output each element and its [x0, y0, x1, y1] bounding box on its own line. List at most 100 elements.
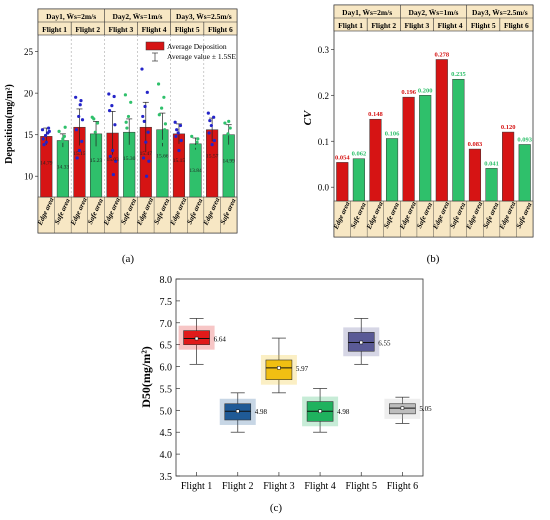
y-tick-label: 7.5	[160, 297, 173, 308]
flight-label: Flight 5	[471, 21, 496, 30]
data-point	[190, 148, 195, 152]
data-point	[224, 137, 228, 141]
data-point	[193, 144, 197, 148]
x-tick-label: Flight 1	[181, 481, 212, 492]
data-point	[174, 134, 178, 138]
panel-c-y-axis: 3.5 4.0 4.5 5.0 5.5 6.0 6.5 7.0 7.5 8.0	[160, 275, 180, 483]
panel-a-deposition-chart: 14.79 14.33 15.15 15.23 15.03 15.30 15.47 15.66…	[4, 8, 238, 234]
value-label: 0.062	[352, 151, 367, 158]
y-tick-label: 20	[24, 89, 34, 99]
data-point	[112, 94, 116, 99]
data-point	[145, 90, 149, 94]
box	[265, 359, 293, 380]
data-point	[44, 140, 48, 144]
data-point	[125, 126, 129, 130]
flight-label: Flight 1	[338, 21, 363, 30]
data-point	[129, 138, 134, 143]
flight-label: Flight 3	[405, 21, 430, 30]
bar	[369, 118, 382, 202]
data-point	[57, 129, 61, 133]
value-label: 0.278	[434, 51, 449, 58]
x-tick-label: Flight 4	[304, 481, 335, 492]
data-point	[195, 140, 199, 144]
value-label: 15.03	[106, 157, 119, 163]
data-point	[229, 139, 233, 143]
panel-a-scatter-points	[40, 67, 233, 178]
panel-b-y-axis-title: CV	[302, 109, 314, 125]
bar	[352, 158, 365, 202]
day-label: Day2, W̄s=1m/s	[113, 12, 163, 21]
data-point	[140, 67, 144, 71]
median-label: 5.05	[419, 405, 432, 413]
data-point	[80, 139, 84, 143]
data-point	[190, 134, 194, 138]
data-point	[144, 140, 148, 144]
y-tick-label: 3.5	[160, 472, 173, 483]
data-point	[92, 117, 96, 121]
y-tick-label: 0.3	[318, 45, 330, 55]
day-label: Day2, W̄s=1m/s	[409, 8, 459, 17]
value-label: 14.33	[57, 165, 70, 171]
legend-avg-deposition-label: Average Deposition	[167, 42, 227, 51]
mean-marker	[277, 366, 281, 370]
data-point	[127, 144, 131, 148]
y-tick-label: 5.0	[160, 406, 173, 417]
data-point	[77, 148, 82, 153]
data-point	[143, 104, 147, 109]
panel-b-y-axis: 0.0 0.1 0.2 0.3	[318, 45, 334, 193]
y-tick-label: 8.0	[160, 275, 173, 286]
panel-c-frame	[175, 278, 424, 477]
value-label: 0.200	[418, 87, 433, 94]
bar	[40, 136, 53, 198]
y-tick-label: 7.0	[160, 319, 173, 330]
data-point	[144, 174, 149, 178]
data-point	[142, 119, 146, 123]
panel-c-boxes: 6.64 4.98 5.97 4.98 6.55 5.05	[178, 317, 432, 433]
day-label: Day3, W̄s=2.5m/s	[472, 8, 528, 17]
data-point	[196, 137, 200, 141]
data-point	[62, 134, 66, 138]
data-point	[111, 172, 115, 177]
data-point	[228, 126, 232, 130]
flight-label: Flight 6	[208, 25, 233, 34]
median-label: 4.98	[255, 408, 268, 416]
x-tick-label: Flight 6	[387, 481, 418, 492]
data-point	[163, 122, 168, 126]
value-label: 0.120	[501, 124, 516, 131]
value-label: 15.23	[90, 158, 103, 164]
mean-marker	[400, 406, 405, 410]
data-point	[74, 95, 78, 99]
panel-b-bars	[336, 59, 531, 202]
x-tick-label: Flight 2	[222, 481, 253, 492]
bar	[385, 138, 399, 202]
bar	[336, 162, 349, 202]
panel-a-y-axis-title: Deposition(mg/m²)	[4, 84, 15, 164]
panel-a-value-labels: 14.79 14.33 15.15 15.23 15.03 15.30 15.47 15.66…	[40, 151, 235, 174]
value-label: 14.79	[40, 160, 53, 166]
flight-label: Flight 2	[75, 25, 100, 34]
data-point	[178, 123, 183, 128]
data-point	[46, 126, 51, 130]
data-point	[162, 95, 166, 99]
bar	[468, 148, 482, 202]
data-point	[93, 130, 97, 134]
bar	[402, 96, 415, 202]
flight-label: Flight 4	[142, 25, 167, 34]
data-point	[129, 100, 133, 104]
value-label: 0.196	[401, 89, 416, 96]
y-tick-label: 0.0	[318, 183, 330, 193]
bar	[419, 95, 432, 202]
y-tick-label: 15	[24, 130, 34, 140]
value-label: 0.041	[484, 160, 499, 167]
data-point	[74, 128, 79, 132]
data-point	[147, 159, 151, 163]
value-label: 15.30	[123, 156, 136, 162]
median-label: 5.97	[296, 365, 309, 373]
median-label: 4.98	[337, 408, 350, 416]
data-point	[208, 118, 212, 123]
median-label: 6.64	[214, 336, 227, 344]
data-point	[126, 114, 131, 119]
panel-b-header: Day1, W̄s=2m/s Day2, W̄s=1m/s Day3, W̄s=2.…	[334, 5, 533, 31]
